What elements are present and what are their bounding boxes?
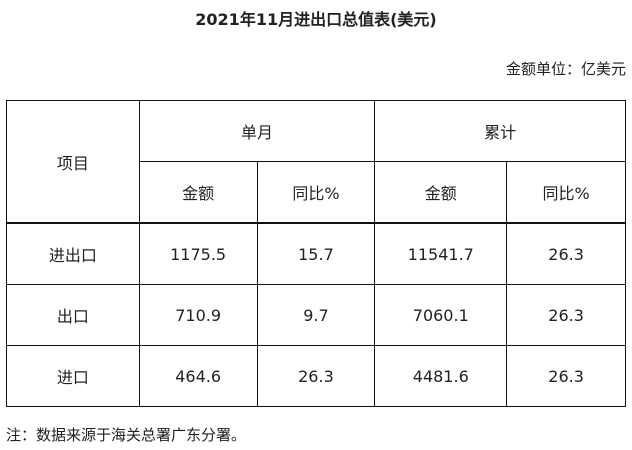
cumulative-amount: 7060.1 <box>374 284 508 346</box>
source-note: 注：数据来源于海关总署广东分署。 <box>6 426 247 444</box>
header-monthly: 单月 <box>138 100 376 162</box>
cumulative-amount: 4481.6 <box>374 345 508 407</box>
table-row: 进出口 1175.5 15.7 11541.7 26.3 <box>6 222 626 285</box>
row-item: 进口 <box>6 345 140 407</box>
row-item: 出口 <box>6 284 140 346</box>
trade-table: 项目 单月 累计 金额 同比% 金额 同比% 进出口 1175.5 15.7 1… <box>6 100 626 407</box>
page-title: 2021年11月进出口总值表(美元) <box>195 10 437 29</box>
table-row: 进口 464.6 26.3 4481.6 26.3 <box>6 345 626 407</box>
header-item: 项目 <box>6 100 140 224</box>
header-cumulative-amount: 金额 <box>374 161 508 224</box>
row-item: 进出口 <box>6 222 140 285</box>
cumulative-yoy: 26.3 <box>506 345 626 407</box>
header-cumulative-yoy: 同比% <box>506 161 626 224</box>
cumulative-amount: 11541.7 <box>374 222 508 285</box>
header-monthly-amount: 金额 <box>138 161 258 224</box>
unit-label: 金额单位：亿美元 <box>505 60 626 78</box>
monthly-amount: 710.9 <box>138 284 258 346</box>
header-cumulative: 累计 <box>374 100 626 162</box>
monthly-amount: 464.6 <box>138 345 258 407</box>
header-monthly-yoy: 同比% <box>256 161 376 224</box>
monthly-yoy: 15.7 <box>256 222 376 285</box>
monthly-yoy: 9.7 <box>256 284 376 346</box>
monthly-yoy: 26.3 <box>256 345 376 407</box>
cumulative-yoy: 26.3 <box>506 222 626 285</box>
cumulative-yoy: 26.3 <box>506 284 626 346</box>
monthly-amount: 1175.5 <box>138 222 258 285</box>
table-row: 出口 710.9 9.7 7060.1 26.3 <box>6 284 626 346</box>
